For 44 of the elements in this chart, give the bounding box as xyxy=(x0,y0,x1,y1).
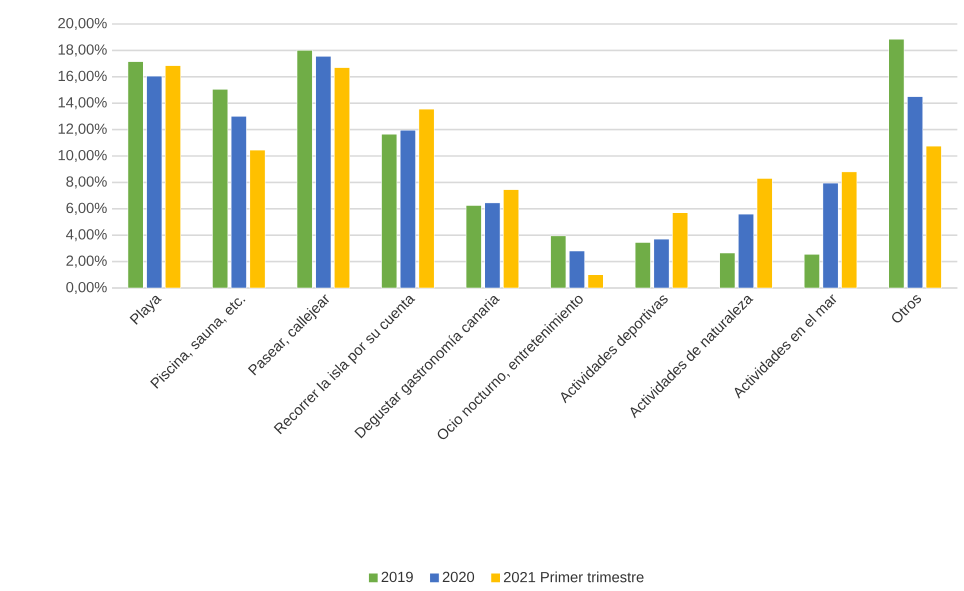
y-tick-label: 18,00% xyxy=(58,44,107,56)
bar xyxy=(588,274,604,288)
bar xyxy=(165,65,181,288)
bar xyxy=(381,134,398,288)
bar xyxy=(804,254,820,288)
bar xyxy=(250,150,266,288)
y-tick-label: 2,00% xyxy=(66,256,107,268)
bar xyxy=(212,89,228,288)
bar xyxy=(756,178,773,288)
legend-label: 2020 xyxy=(442,572,474,582)
bar xyxy=(719,252,736,288)
y-tick-label: 4,00% xyxy=(66,229,107,242)
bar xyxy=(334,67,350,288)
bar xyxy=(738,214,754,288)
bar xyxy=(296,50,313,288)
y-tick-label: 10,00% xyxy=(58,150,107,162)
bar xyxy=(503,189,520,288)
legend-label: 2021 Primer trimestre xyxy=(504,572,644,582)
bar xyxy=(634,242,651,288)
bar xyxy=(822,182,838,288)
y-tick-label: 8,00% xyxy=(66,176,107,188)
bar xyxy=(907,96,924,288)
y-tick-label: 20,00% xyxy=(58,18,107,30)
bar xyxy=(230,116,247,288)
y-tick-label: 16,00% xyxy=(58,70,107,83)
bar xyxy=(315,56,332,288)
legend-label: 2019 xyxy=(382,572,413,582)
y-tick-label: 14,00% xyxy=(58,97,107,110)
bar xyxy=(926,146,942,288)
bar xyxy=(888,38,904,288)
bar xyxy=(466,205,482,288)
bar xyxy=(146,76,162,288)
bar xyxy=(841,172,858,288)
y-tick-label: 12,00% xyxy=(58,124,107,136)
bar xyxy=(484,202,500,288)
y-tick-label: 6,00% xyxy=(66,202,107,215)
bar xyxy=(672,212,688,288)
bar xyxy=(400,130,416,288)
bar xyxy=(128,61,144,288)
bar xyxy=(569,250,585,288)
bar xyxy=(418,108,434,288)
bar xyxy=(654,238,670,288)
y-tick-label: 0,00% xyxy=(66,282,107,294)
bar xyxy=(550,236,566,288)
